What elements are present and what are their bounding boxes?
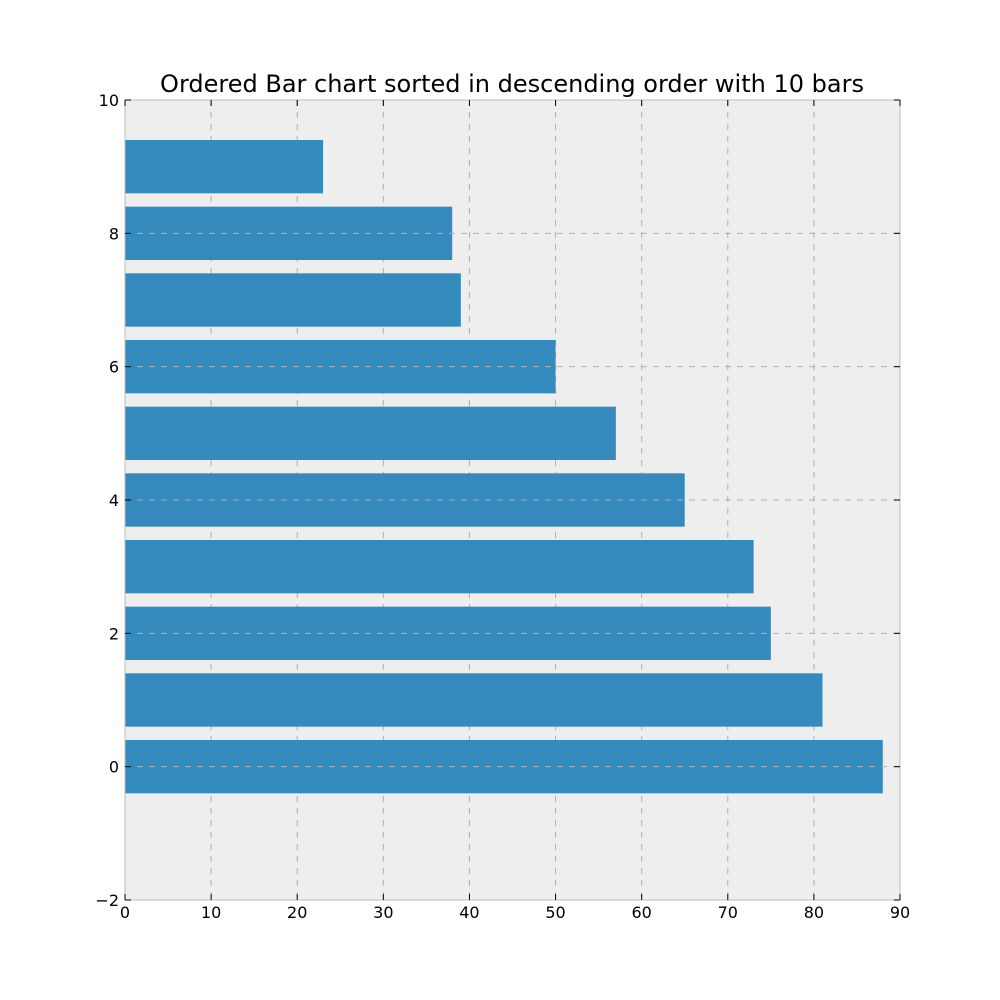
x-tick-label: 20 [287,903,307,922]
bar-5 [125,406,616,460]
x-tick-labels: 0 10 20 30 40 50 60 70 80 90 [120,903,910,922]
bars [125,140,883,794]
y-tick-label: 0 [109,758,119,777]
bar-8 [125,206,453,260]
y-tick-label: −2 [95,891,119,910]
x-tick-label: 50 [545,903,565,922]
y-tick-label: 4 [109,491,119,510]
bar-3 [125,540,754,594]
x-tick-label: 60 [631,903,651,922]
bar-2 [125,606,771,660]
x-tick-label: 30 [373,903,393,922]
bar-0 [125,740,883,794]
y-tick-label: 2 [109,624,119,643]
axis-ticks [124,99,901,901]
chart-title: Ordered Bar chart sorted in descending o… [160,70,864,98]
x-tick-label: 0 [120,903,130,922]
y-tick-label: 6 [109,358,119,377]
bar-9 [125,140,324,194]
bar-6 [125,340,556,394]
y-tick-label: 8 [109,224,119,243]
bar-7 [125,273,461,327]
x-tick-label: 80 [804,903,824,922]
horizontal-grid-lines [125,232,900,768]
bar-1 [125,673,823,727]
x-tick-label: 70 [718,903,738,922]
y-tick-label: 10 [99,91,119,110]
x-tick-label: 90 [890,903,910,922]
x-tick-label: 40 [459,903,479,922]
x-tick-label: 10 [201,903,221,922]
y-tick-labels: −2 0 2 4 6 8 10 [95,91,119,910]
